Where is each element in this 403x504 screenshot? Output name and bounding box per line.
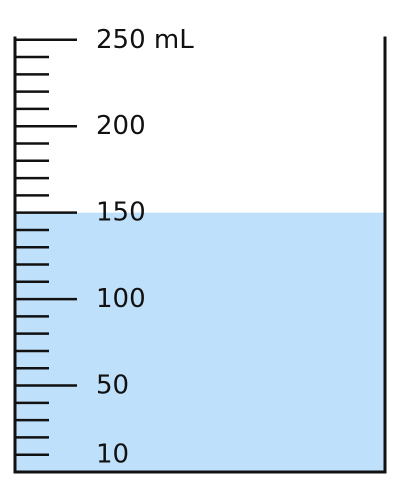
scale-label: 100 xyxy=(96,284,146,314)
liquid-fill xyxy=(15,212,385,472)
scale-label: 10 xyxy=(96,440,129,470)
scale-labels: 250 mL 200 150 100 50 10 xyxy=(96,25,194,470)
scale-label: 150 xyxy=(96,198,146,228)
scale-label: 50 xyxy=(96,371,129,401)
scale-label: 250 mL xyxy=(96,25,194,55)
scale-ticks xyxy=(15,38,77,456)
scale-label: 200 xyxy=(96,111,146,141)
